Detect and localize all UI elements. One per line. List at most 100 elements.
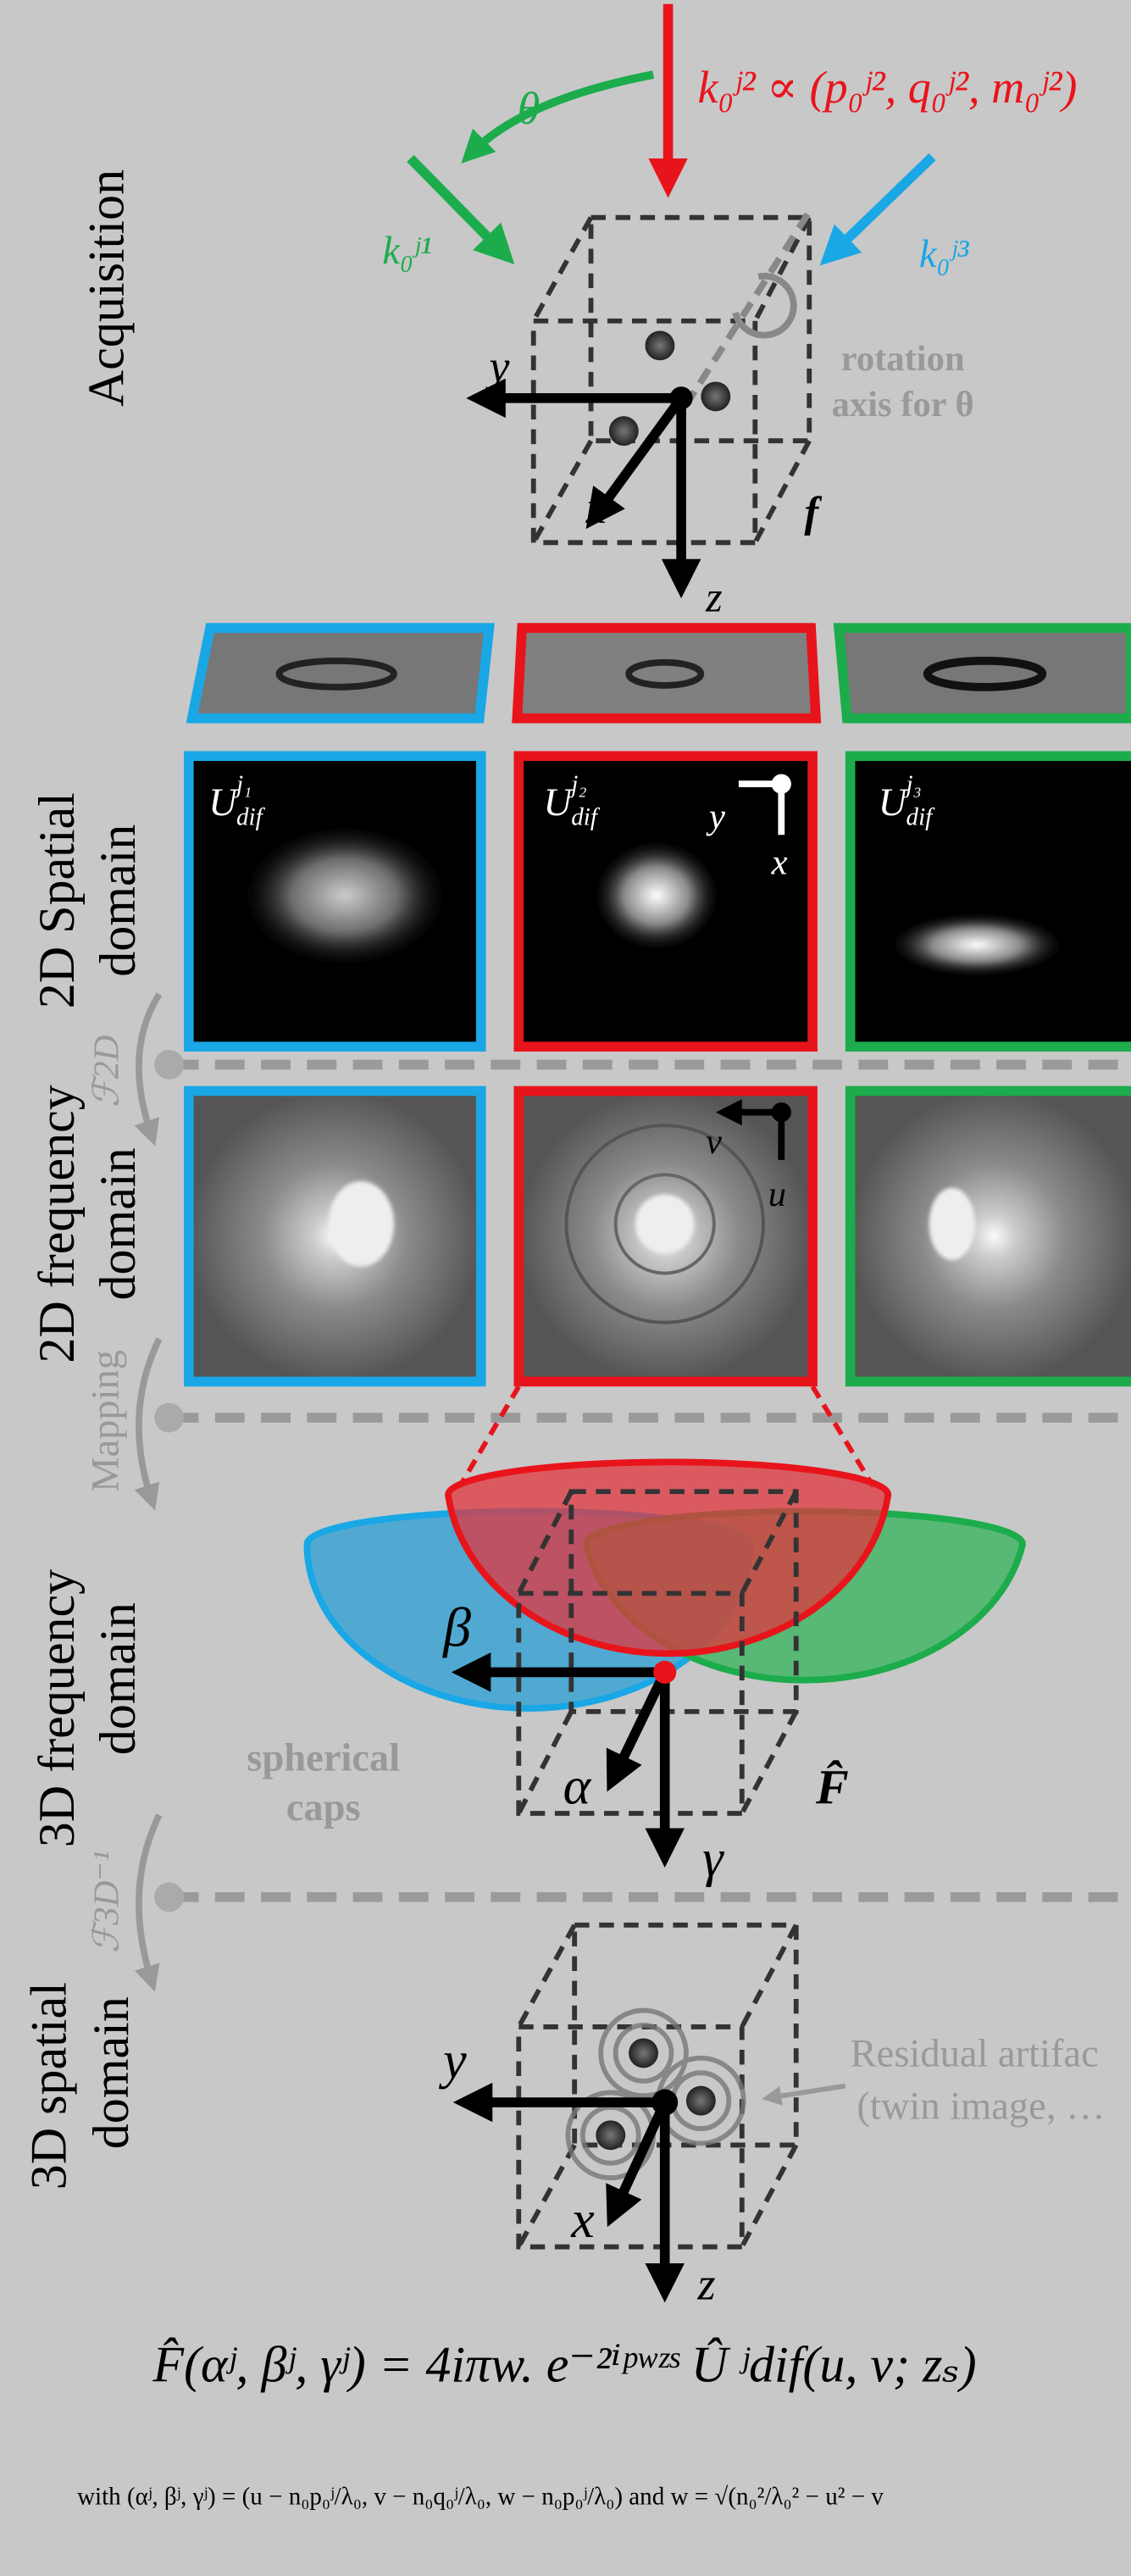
hologram-superscript: j₁ (233, 771, 252, 798)
wave-vector-label: k₀ʲ¹ (382, 230, 431, 273)
hologram-symbol: U (543, 781, 574, 824)
axis-label: y (706, 797, 725, 836)
separators-path (134, 1813, 163, 1992)
thumbnails-ellipse (625, 658, 705, 689)
annotation: (twin image, … (857, 2085, 1105, 2128)
spatial-2d-ellipse (237, 821, 452, 970)
acquisition-path (461, 70, 655, 164)
spatial-2d: y x (184, 751, 1131, 1052)
hologram-subscript: dif (236, 804, 266, 831)
frequency-2d-rect (845, 1085, 1131, 1387)
spatial-2d-ellipse (886, 912, 1067, 978)
angle-label: θ (518, 83, 541, 134)
axis-label: γ (702, 1830, 724, 1888)
spatial-3d-line (762, 2083, 846, 2106)
frequency-2d-circle (771, 1102, 791, 1123)
axis-label: y (485, 341, 510, 391)
separators-circle (154, 1050, 185, 1080)
transform-label: ℱ2D (87, 1035, 127, 1108)
hologram-superscript: j₃ (903, 771, 922, 798)
formula: F̂(αʲ, βʲ, γʲ) = 4iπw. e⁻²ⁱᵖʷᶻˢ Û ʲdif(u… (152, 2335, 976, 2392)
frequency-2d-ellipse (328, 1181, 395, 1267)
spatial-3d-path (516, 1922, 799, 2250)
frequency-2d-ellipse (929, 1187, 975, 1261)
spatial-3d-g-circle (613, 2023, 674, 2084)
frequency-3d: β α γ F̂ spherical caps (247, 1385, 1026, 1888)
hologram-symbol: U (208, 781, 240, 824)
section-label: 2D frequency (28, 1085, 85, 1363)
acquisition-line (585, 395, 685, 530)
frequency-2d-circle (613, 1173, 716, 1275)
axis-label: x (771, 843, 788, 883)
acquisition-path (530, 214, 812, 546)
separators-path (134, 992, 163, 1146)
section-label: 3D frequency (28, 1569, 85, 1847)
thumbnails-path (833, 623, 1131, 724)
section-label: domain (89, 1147, 146, 1300)
frequency-3d-circle (653, 1660, 677, 1684)
thumbnails (186, 623, 1131, 724)
spatial-3d: y x z Residual artifac (twin image, … (438, 1922, 1106, 2310)
caps-label: spherical (247, 1737, 400, 1780)
axis-label: z (705, 574, 723, 621)
spatial-3d-circle (651, 2089, 679, 2116)
hologram-superscript: j₂ (568, 771, 586, 798)
acquisition: k₀ʲ² ∝ (p₀ʲ², q₀ʲ², m₀ʲ²) θ k₀ʲ¹ k₀ʲ³ y … (382, 3, 1077, 621)
acquisition-path (732, 272, 797, 339)
axis-label: x (570, 2191, 595, 2249)
object-label: f (804, 488, 822, 536)
frequency-2d: v u (184, 1085, 1131, 1387)
axis-label: x (585, 482, 607, 533)
section-label: 2D Spatial (28, 792, 85, 1008)
spatial-3d-circle (596, 2120, 626, 2151)
result-label: F̂ (815, 1759, 849, 1814)
section-labels: Acquisition 2D Spatial domain 2D frequen… (20, 169, 146, 2190)
frequency-3d-line (810, 1385, 876, 1488)
axis-label: α (563, 1757, 592, 1815)
hologram-subscript: dif (906, 804, 936, 831)
frequency-2d-circle (564, 1124, 765, 1324)
annotation: Residual artifac (851, 2032, 1099, 2075)
acquisition-circle (608, 416, 639, 447)
thumbnails-ellipse (923, 656, 1047, 691)
rotation-label: rotation (841, 339, 965, 379)
separators-circle (154, 1402, 185, 1433)
spatial-2d-ellipse (590, 838, 723, 953)
spatial-2d-rect (845, 751, 1131, 1052)
separators: ℱ2D Mapping ℱ3D⁻¹ (85, 992, 1131, 1992)
axis-label: u (768, 1174, 786, 1214)
rotation-label: axis for θ (832, 385, 974, 425)
axis-label: β (441, 1596, 471, 1658)
wave-vector-label: k₀ʲ³ (919, 233, 969, 276)
axis-label: z (696, 2259, 715, 2310)
spatial-3d-line (606, 2100, 670, 2228)
section-label: 3D spatial (20, 1982, 77, 2190)
thumbnails-path (186, 623, 495, 724)
thumbnails-path (512, 623, 822, 724)
axis-label: y (438, 2032, 467, 2090)
spatial-3d-circle (629, 2038, 658, 2068)
axis-label: v (706, 1122, 722, 1162)
section-label: domain (82, 1996, 139, 2149)
section-label: domain (89, 1602, 146, 1755)
hologram-subscript: dif (571, 804, 601, 831)
thumbnails-ellipse (275, 657, 397, 691)
spatial-3d-circle (685, 2085, 716, 2116)
transform-label: ℱ3D⁻¹ (87, 1851, 127, 1953)
acquisition-circle (645, 330, 675, 361)
acquisition-circle (701, 381, 731, 412)
hologram-labels: U j₁ dif U j₂ dif U j₃ dif (208, 771, 935, 831)
acquisition-line (407, 154, 515, 265)
separators-circle (154, 1882, 185, 1913)
section-label: domain (89, 824, 146, 977)
transform-label: Mapping (85, 1350, 128, 1492)
frequency-2d-circle (635, 1194, 695, 1254)
section-label: Acquisition (77, 169, 134, 407)
frequency-3d-path (445, 1458, 892, 1657)
caps-label: caps (286, 1786, 361, 1829)
frequency-3d-line (457, 1385, 521, 1488)
wave-vector-label: k₀ʲ² ∝ (p₀ʲ², q₀ʲ², m₀ʲ²) (697, 62, 1077, 113)
spatial-3d-g-circle (598, 2007, 689, 2099)
spatial-2d-circle (771, 774, 791, 794)
